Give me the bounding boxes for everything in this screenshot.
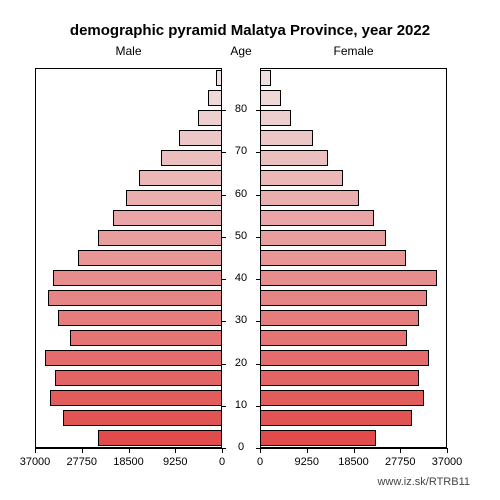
male-bar-9: [78, 250, 222, 266]
female-xtick-18500: [354, 448, 355, 453]
male-bar-15: [179, 130, 222, 146]
male-bar-11: [113, 210, 222, 226]
age-tick-left-20: [222, 364, 226, 365]
female-xtick-37000: [447, 448, 448, 453]
male-xtick-27750: [82, 448, 83, 453]
age-label-30: 30: [222, 314, 260, 326]
female-bar-6: [260, 310, 419, 326]
male-bar-6: [58, 310, 222, 326]
age-label-70: 70: [222, 145, 260, 157]
age-label-20: 20: [222, 357, 260, 369]
male-bar-14: [161, 150, 222, 166]
female-bar-9: [260, 250, 406, 266]
male-xtick-9250: [175, 448, 176, 453]
age-label-60: 60: [222, 188, 260, 200]
age-tick-left-30: [222, 321, 226, 322]
source-url: www.iz.sk/RTRB11: [377, 476, 470, 488]
header-male: Male: [35, 44, 222, 58]
female-xlabel-0: 0: [238, 456, 282, 468]
male-xlabel-37000: 37000: [13, 456, 57, 468]
female-bar-1: [260, 410, 412, 426]
male-bar-2: [50, 390, 222, 406]
age-label-40: 40: [222, 272, 260, 284]
female-bar-2: [260, 390, 424, 406]
male-xlabel-9250: 9250: [153, 456, 197, 468]
age-label-50: 50: [222, 230, 260, 242]
female-bar-10: [260, 230, 386, 246]
age-tick-left-10: [222, 406, 226, 407]
male-plot-area: [35, 68, 222, 448]
male-bar-0: [98, 430, 222, 446]
female-bar-3: [260, 370, 419, 386]
female-bar-18: [260, 70, 271, 86]
chart-title: demographic pyramid Malatya Province, ye…: [0, 22, 500, 39]
male-bar-1: [63, 410, 222, 426]
male-xlabel-27750: 27750: [60, 456, 104, 468]
age-tick-left-40: [222, 279, 226, 280]
male-bar-5: [70, 330, 222, 346]
female-bar-8: [260, 270, 437, 286]
female-bar-16: [260, 110, 291, 126]
age-label-80: 80: [222, 103, 260, 115]
female-bar-0: [260, 430, 376, 446]
female-xlabel-37000: 37000: [425, 456, 469, 468]
female-xlabel-27750: 27750: [378, 456, 422, 468]
male-bar-3: [55, 370, 222, 386]
male-bar-16: [198, 110, 222, 126]
female-plot-area: [260, 68, 447, 448]
female-bar-13: [260, 170, 343, 186]
male-bar-13: [139, 170, 222, 186]
female-xtick-27750: [400, 448, 401, 453]
male-xlabel-18500: 18500: [107, 456, 151, 468]
male-bar-12: [126, 190, 222, 206]
header-female: Female: [260, 44, 447, 58]
age-tick-left-80: [222, 110, 226, 111]
female-xtick-0: [260, 448, 261, 453]
female-bar-15: [260, 130, 313, 146]
female-bar-11: [260, 210, 374, 226]
female-bar-12: [260, 190, 359, 206]
age-tick-left-60: [222, 195, 226, 196]
female-bar-7: [260, 290, 427, 306]
male-xtick-0: [222, 448, 223, 453]
female-xtick-9250: [307, 448, 308, 453]
male-bar-4: [45, 350, 222, 366]
male-bar-8: [53, 270, 222, 286]
female-xlabel-18500: 18500: [332, 456, 376, 468]
age-axis-gap: 01020304050607080: [222, 68, 260, 448]
female-bar-17: [260, 90, 281, 106]
age-label-10: 10: [222, 399, 260, 411]
female-bar-5: [260, 330, 407, 346]
age-tick-left-50: [222, 237, 226, 238]
age-tick-left-70: [222, 152, 226, 153]
male-bar-17: [208, 90, 222, 106]
male-bar-7: [48, 290, 222, 306]
female-bar-4: [260, 350, 429, 366]
age-label-0: 0: [222, 441, 260, 453]
header-age: Age: [222, 44, 260, 58]
female-bar-14: [260, 150, 328, 166]
male-bar-10: [98, 230, 222, 246]
male-xtick-37000: [35, 448, 36, 453]
female-xlabel-9250: 9250: [285, 456, 329, 468]
male-xtick-18500: [129, 448, 130, 453]
